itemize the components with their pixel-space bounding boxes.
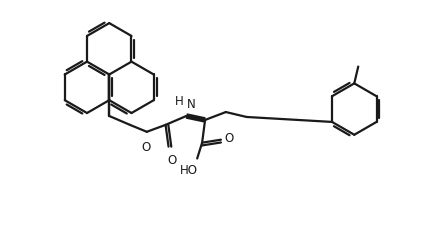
Text: O: O — [224, 132, 233, 145]
Text: H: H — [175, 95, 183, 108]
Text: HO: HO — [180, 164, 198, 177]
Text: O: O — [168, 153, 177, 166]
Text: N: N — [187, 98, 196, 111]
Text: O: O — [141, 140, 150, 153]
